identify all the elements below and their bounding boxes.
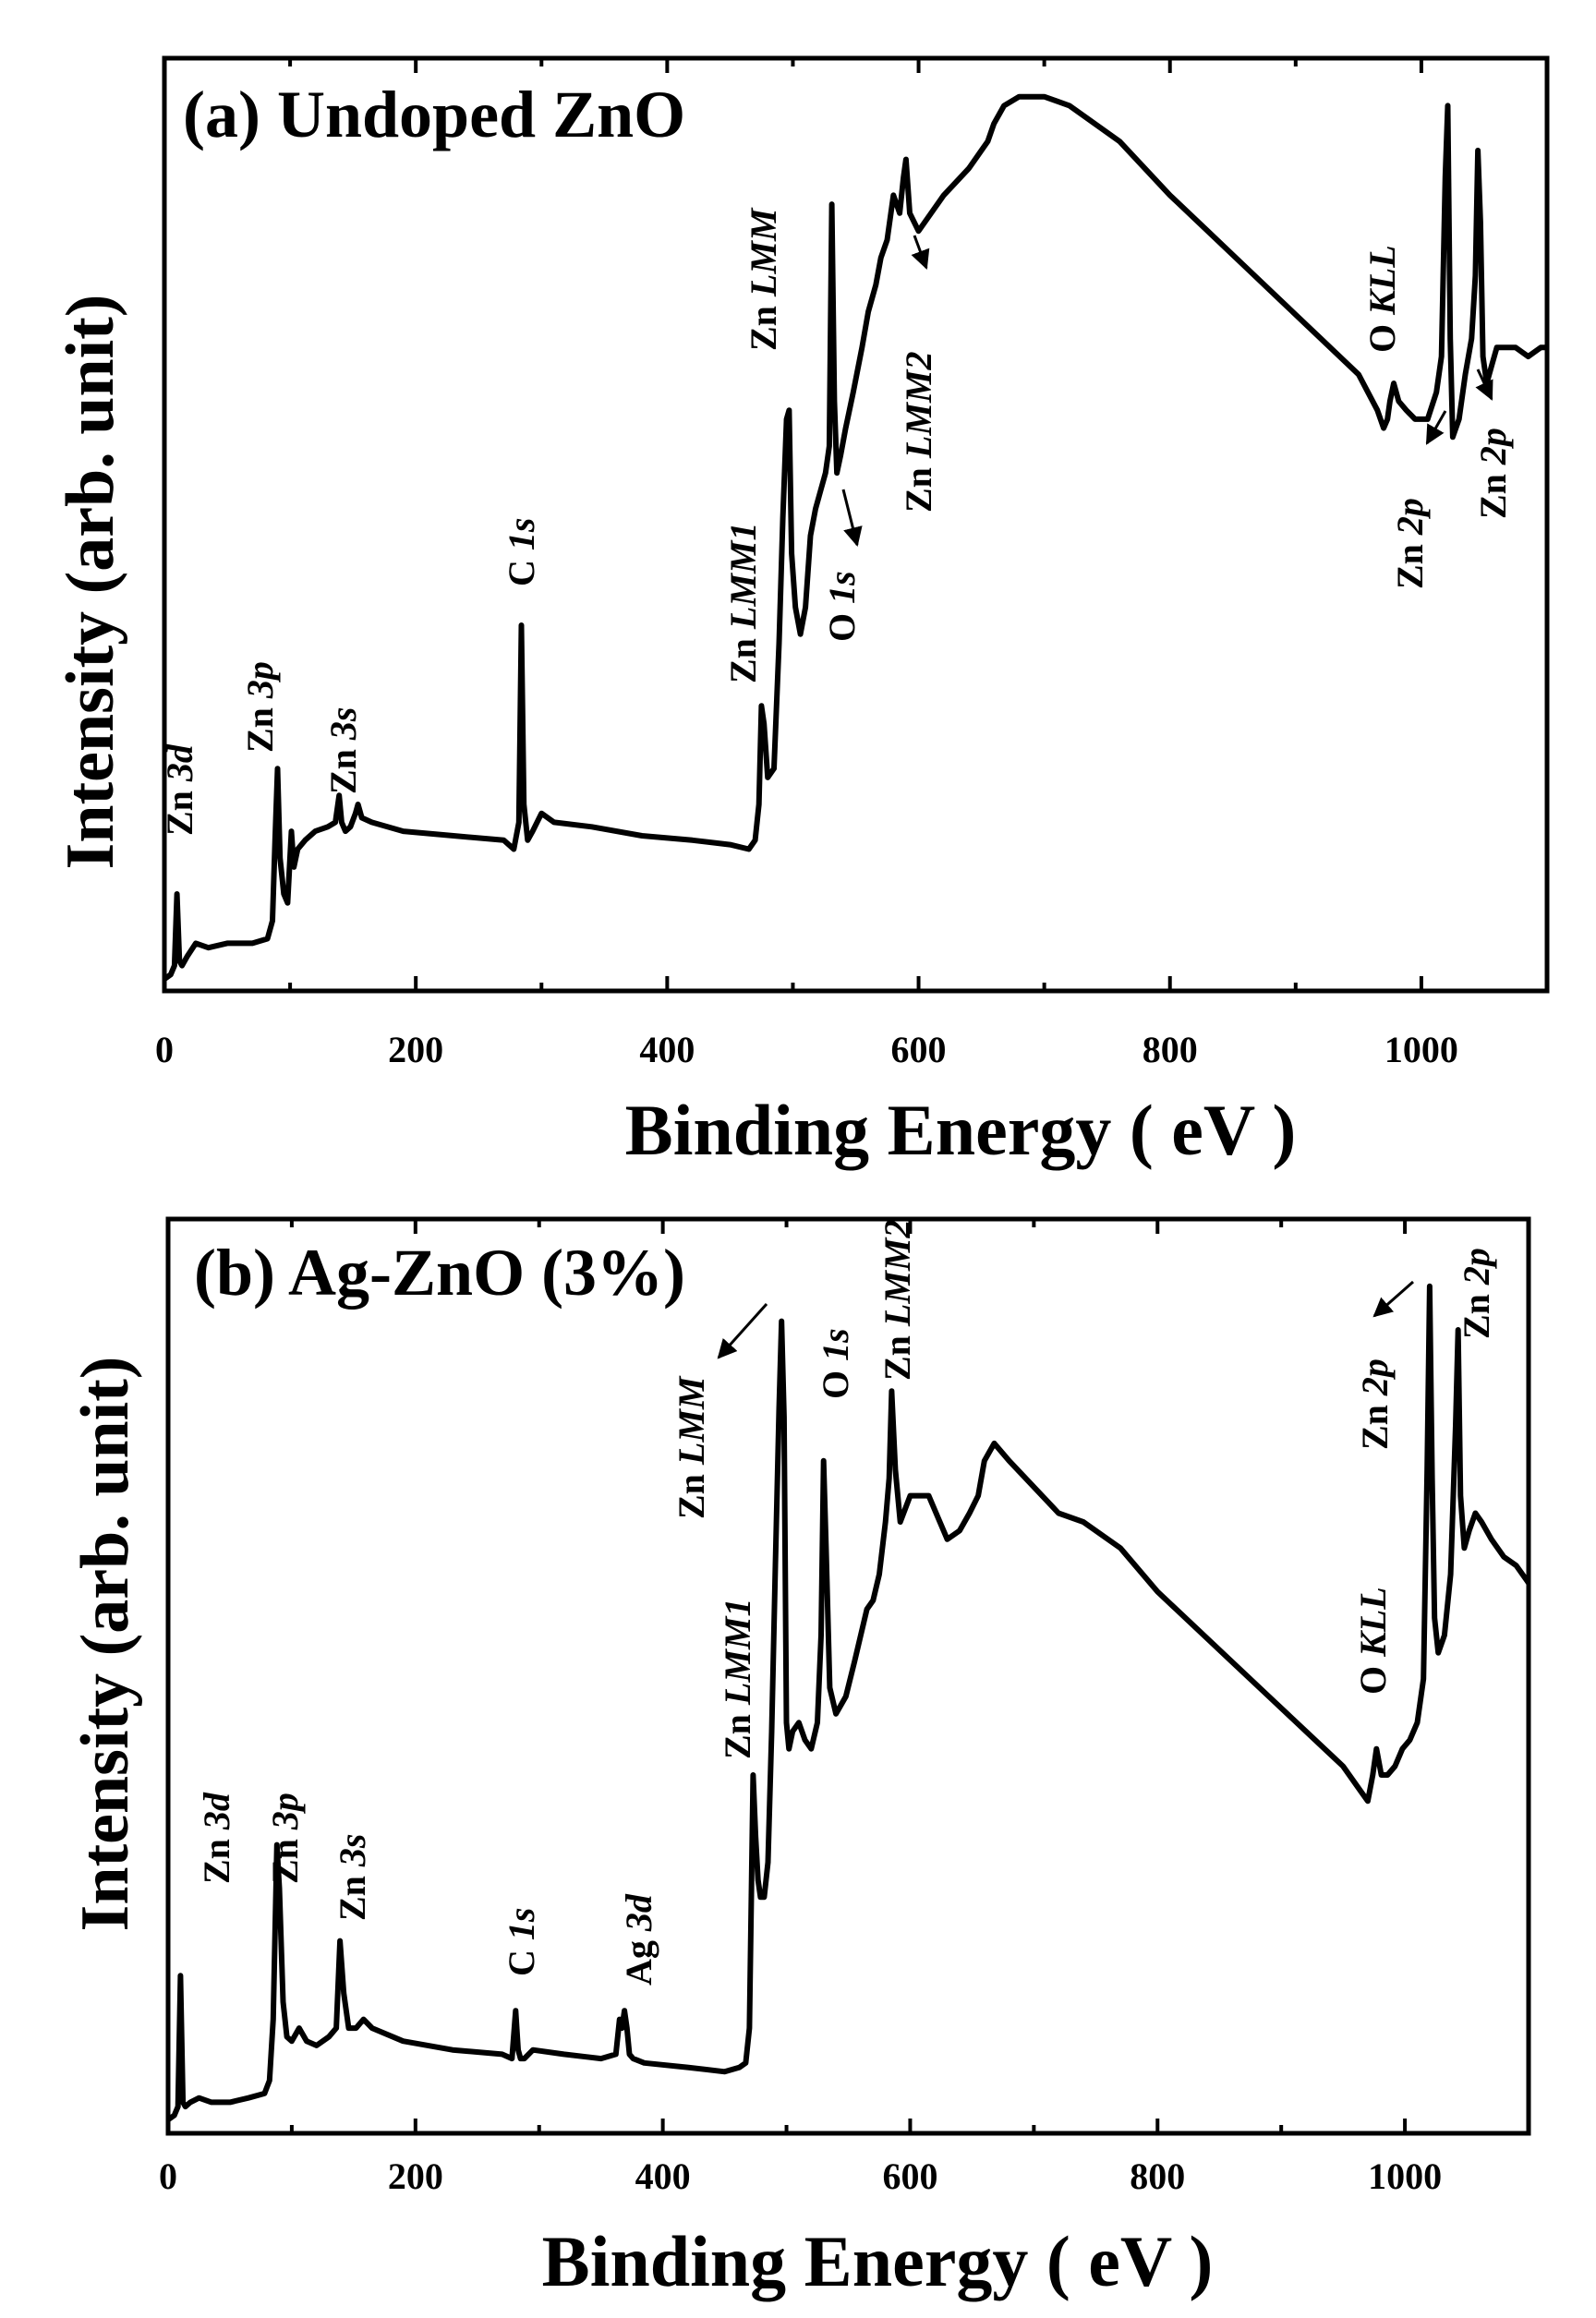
x-tick-label-a: 800 [1143,1029,1198,1070]
x-axis-label-a: Binding Energy ( eV ) [625,1090,1297,1170]
peak-label-znlmm-b: Zn LMM [671,1375,712,1519]
peak-label-c1s-a: C 1s [501,518,542,586]
x-axis-label-b: Binding Energy ( eV ) [542,2221,1214,2301]
peak-label-znlmm1-a: Zn LMM1 [722,522,764,683]
x-tick-label-a: 400 [639,1029,695,1070]
peak-label-znlmm2-a: Zn LMM2 [898,351,939,513]
plot-frame-b [165,1216,1531,2136]
arrow-znlmm2-a [911,235,930,270]
x-tick-labels-a: 0 200 400 600 800 1000 [155,1029,1458,1070]
plot-frame-a [162,55,1550,994]
peak-label-c1s-b: C 1s [501,1908,542,1976]
peak-label-ag3d-b: Ag 3d [618,1893,659,1986]
chart-panel-b: (b) Ag-ZnO (3%) Binding Energy ( eV ) In… [67,1216,1531,2301]
x-tick-label-b: 1000 [1368,2155,1442,2197]
arrow-znlmm-b [717,1302,768,1359]
peak-label-zn3d-b: Zn 3d [196,1792,237,1884]
x-ticks-b [166,1219,1530,2133]
peak-label-zn2p-right-b: Zn 2p [1456,1248,1497,1339]
x-tick-label-a: 1000 [1384,1029,1458,1070]
peak-label-o1s-b: O 1s [815,1328,856,1399]
chart-title-b: (b) Ag-ZnO (3%) [194,1236,685,1310]
x-tick-label-b: 200 [388,2155,443,2197]
peak-label-znlmm2-b: Zn LMM2 [877,1219,918,1381]
x-tick-label-b: 0 [159,2155,177,2197]
peak-label-zn2p-right-a: Zn 2p [1472,428,1514,519]
x-tick-label-a: 200 [388,1029,443,1070]
arrow-zn2p-left-b [1372,1280,1414,1318]
arrow-o1s-a [841,489,863,548]
peak-label-znlmm1-b: Zn LMM1 [717,1598,758,1759]
arrow-zn2p-right-a [1475,368,1493,401]
x-tick-label-b: 400 [635,2155,691,2197]
peak-label-zn2p-left-b: Zn 2p [1354,1358,1396,1450]
arrow-zn2p-left-a [1425,410,1447,445]
x-tick-label-a: 600 [891,1029,947,1070]
peak-label-znlmm-a: Zn LMM [743,207,784,351]
peak-label-zn3s-a: Zn 3s [322,706,364,794]
x-tick-label-b: 800 [1130,2155,1185,2197]
peak-label-zn3p-b: Zn 3p [264,1793,306,1884]
peak-label-zn3s-b: Zn 3s [332,1833,373,1921]
y-axis-label-b: Intensity (arb. unit) [67,1357,143,1932]
peak-label-zn3d-a: Zn 3d [159,743,200,836]
peak-label-o1s-a: O 1s [821,571,863,642]
peak-label-zn3p-a: Zn 3p [239,661,281,753]
x-tick-label-a: 0 [155,1029,174,1070]
spectrum-line-a [163,93,1547,982]
chart-panel-a: (a) Undoped ZnO Binding Energy ( eV ) In… [53,55,1550,1170]
chart-title-a: (a) Undoped ZnO [183,78,685,151]
spectrum-line-b [166,1283,1531,2122]
x-tick-label-b: 600 [882,2155,937,2197]
y-axis-label-a: Intensity (arb. unit) [53,295,128,870]
x-ticks-a [163,58,1549,991]
peak-label-okll-a: O KLL [1361,245,1403,353]
peak-label-okll-b: O KLL [1352,1587,1394,1695]
x-tick-labels-b: 0 200 400 600 800 1000 [159,2155,1442,2197]
peak-label-zn2p-left-a: Zn 2p [1389,498,1431,589]
